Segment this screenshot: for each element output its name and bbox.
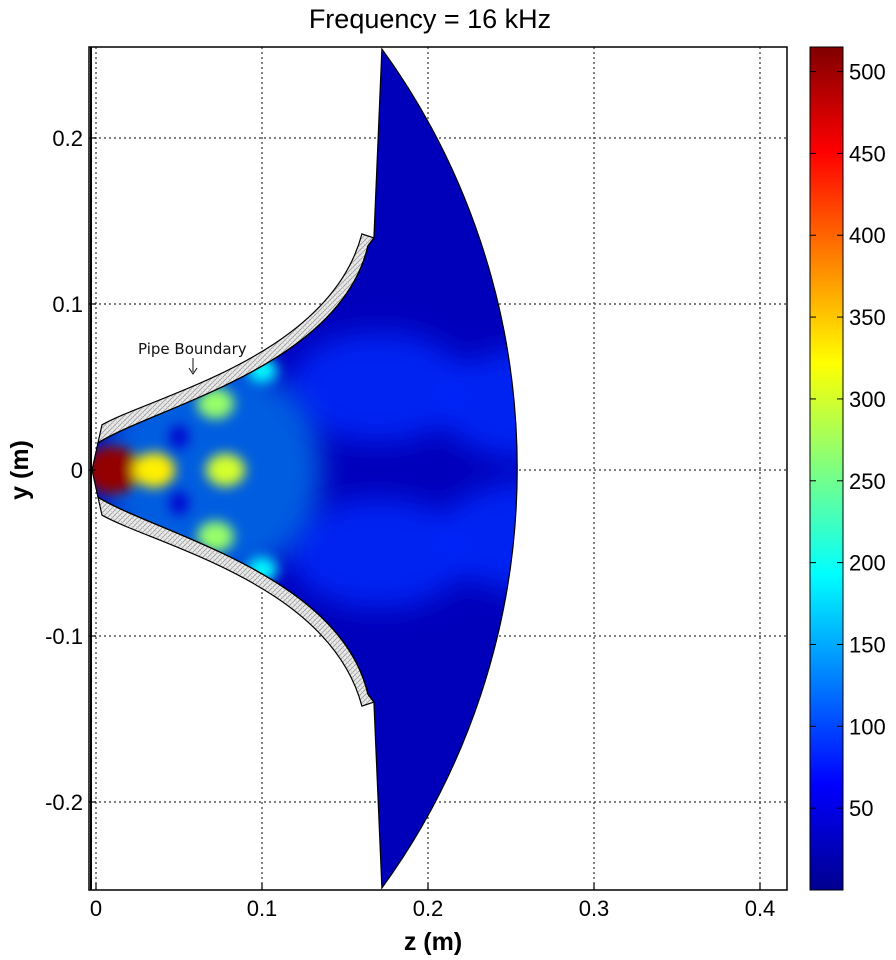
field-hotspot xyxy=(196,388,235,420)
colorbar-tick-label: 200 xyxy=(849,551,886,576)
y-tick-label: 0.1 xyxy=(52,292,83,317)
x-tick-label: 0.4 xyxy=(745,896,776,921)
colorbar-tick-label: 400 xyxy=(849,223,886,248)
field-lobe xyxy=(437,481,518,592)
field-lobe xyxy=(288,332,469,442)
y-axis-label: y (m) xyxy=(6,440,34,500)
x-axis-label: z (m) xyxy=(404,928,462,956)
field-lobe xyxy=(288,498,469,608)
x-tick-label: 0.1 xyxy=(247,896,278,921)
plot-area: 0 0.1 0.2 0.3 0.4 0.2 0.1 0 -0.1 -0.2 xyxy=(45,46,788,921)
colorbar-tick-label: 150 xyxy=(849,632,886,657)
x-tick-label: 0.2 xyxy=(413,896,444,921)
y-tick-label: -0.1 xyxy=(45,624,83,649)
pipe-boundary-annotation: Pipe Boundary xyxy=(138,340,247,358)
far-field-lobes xyxy=(288,332,518,608)
x-tick-label: 0 xyxy=(90,896,102,921)
y-tick-label: -0.2 xyxy=(45,790,83,815)
field-lobe xyxy=(437,348,518,459)
colorbar-gradient xyxy=(809,46,844,891)
colorbar: 500 450 400 350 300 250 200 150 100 50 xyxy=(809,46,886,891)
y-tick-label: 0 xyxy=(71,458,83,483)
colorbar-tick-label: 50 xyxy=(849,796,873,821)
y-ticks: 0.2 0.1 0 -0.1 -0.2 xyxy=(45,126,96,815)
colorbar-tick-label: 250 xyxy=(849,469,886,494)
x-tick-label: 0.3 xyxy=(579,896,610,921)
domain-outline xyxy=(91,47,518,890)
field-hotspot xyxy=(133,452,176,488)
field-hotspot xyxy=(196,520,235,552)
colorbar-ticks: 500 450 400 350 300 250 200 150 100 50 xyxy=(810,60,886,821)
colorbar-tick-label: 500 xyxy=(849,60,886,85)
colorbar-tick-label: 100 xyxy=(849,714,886,739)
pressure-field xyxy=(92,49,518,888)
colorbar-tick-label: 350 xyxy=(849,305,886,330)
y-tick-label: 0.2 xyxy=(52,126,83,151)
pipe-boundary-arrow xyxy=(188,358,198,375)
chart-title: Frequency = 16 kHz xyxy=(309,4,551,34)
field-hotspot xyxy=(92,446,141,494)
colorbar-tick-label: 450 xyxy=(849,141,886,166)
x-ticks: 0 0.1 0.2 0.3 0.4 xyxy=(90,883,775,921)
axes-box xyxy=(88,46,788,891)
field-hotspot xyxy=(205,453,246,487)
field-null xyxy=(169,424,189,449)
field-null xyxy=(169,491,189,516)
colorbar-tick-label: 300 xyxy=(849,387,886,412)
